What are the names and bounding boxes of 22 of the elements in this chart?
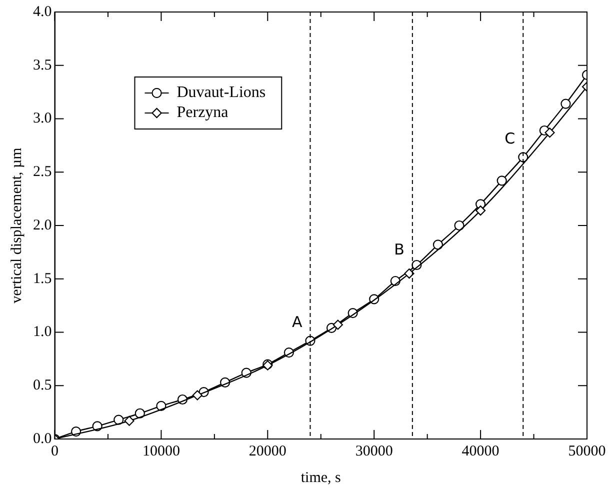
x-tick-label: 0 [51, 443, 58, 460]
y-tick-label: 3.5 [33, 57, 52, 74]
ref-line-label: B [394, 240, 404, 259]
legend-label: Perzyna [176, 104, 228, 122]
y-tick-label: 1.5 [33, 270, 52, 287]
legend-label: Duvaut-Lions [176, 84, 266, 102]
x-axis-title: time, s [300, 470, 342, 486]
ref-line-label: A [292, 313, 303, 332]
x-tick-label: 40000 [462, 443, 500, 460]
x-tick-label: 20000 [248, 443, 286, 460]
y-axis-title: vertical displacement, µm [8, 147, 25, 304]
x-tick-label: 50000 [568, 443, 606, 460]
y-tick-label: 0.0 [33, 430, 52, 447]
y-tick-label: 2.5 [33, 164, 52, 180]
ref-line-label: C [504, 130, 516, 148]
y-tick-label: 1.0 [33, 324, 52, 340]
y-tick-label: 0.5 [33, 378, 52, 394]
x-tick-label: 30000 [355, 443, 393, 460]
y-tick-label: 3.0 [33, 110, 52, 127]
y-tick-label: 4.0 [33, 4, 52, 20]
x-tick-label: 10000 [142, 443, 180, 460]
y-tick-label: 2.0 [33, 217, 52, 234]
